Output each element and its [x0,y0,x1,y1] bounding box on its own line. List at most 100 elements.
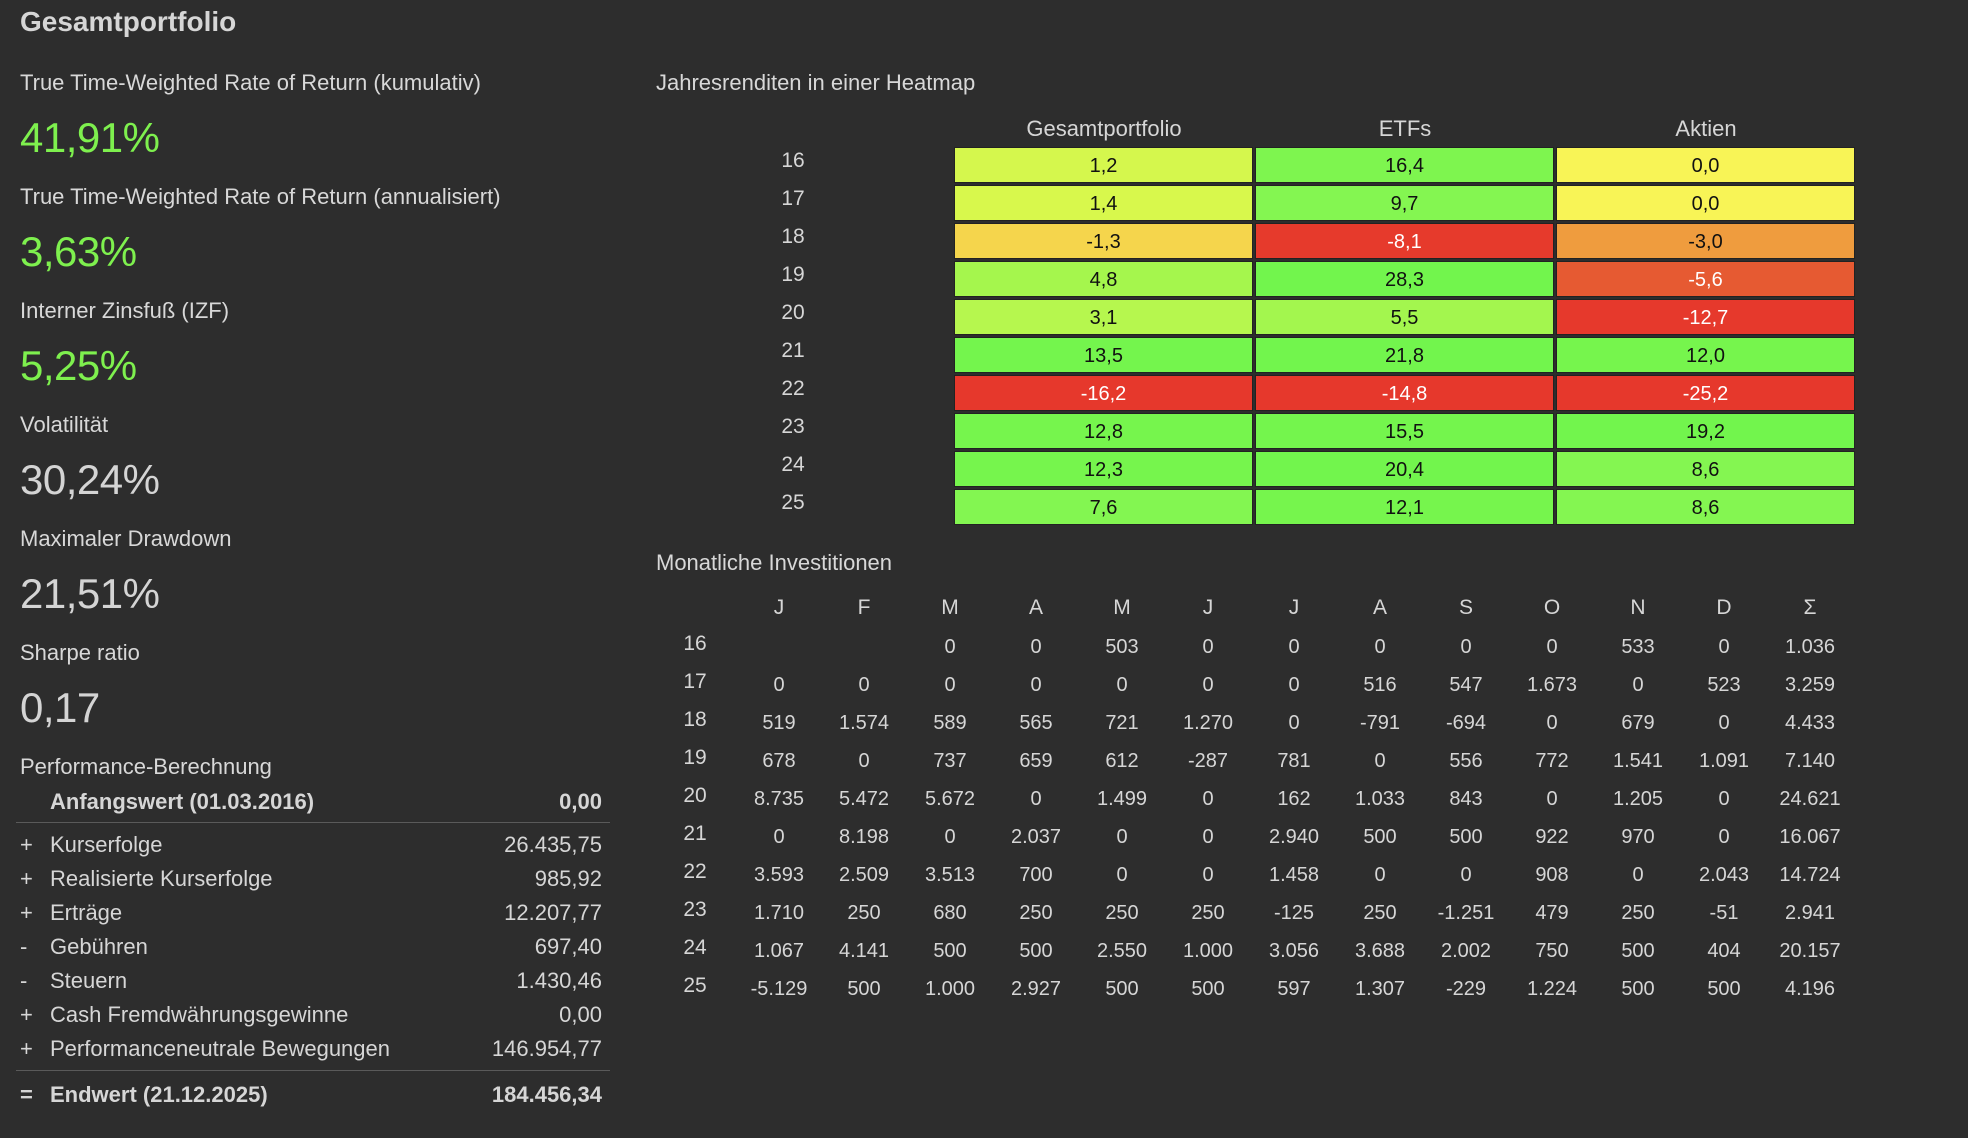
row-label: Cash Fremdwährungsgewinne [50,1002,349,1027]
monthly-cell: 737 [933,750,967,772]
monthly-cell: 612 [1105,750,1139,772]
performance-row: + Erträge 12.207,77 [16,900,610,934]
heatmap-column-header: ETFs [1378,116,1432,141]
monthly-cell: 0 [944,826,956,848]
monthly-cell: 250 [1191,902,1225,924]
monthly-cell: 0 [1202,864,1214,886]
monthly-cell: -791 [1359,712,1401,734]
monthly-year-label: 20 [683,784,707,807]
monthly-cell: 1.067 [753,940,805,962]
heatmap-cell: 9,7 [1255,185,1554,221]
monthly-cell: -5.129 [750,978,808,1000]
heatmap-cell: 21,8 [1255,337,1554,373]
monthly-cell: 0 [1718,826,1730,848]
monthly-cell: 250 [1105,902,1139,924]
heatmap-cell: 3,1 [954,299,1253,335]
row-label: Anfangswert (01.03.2016) [50,789,315,814]
monthly-cell: 503 [1105,636,1139,658]
monthly-cell: 1.033 [1354,788,1406,810]
monthly-cell: 500 [1621,940,1655,962]
monthly-cell: 0 [1202,674,1214,696]
monthly-cell: 843 [1449,788,1483,810]
heatmap-cell: 12,3 [954,451,1253,487]
monthly-cell: 0 [1374,750,1386,772]
kpi-label: Maximaler Drawdown [20,526,232,551]
month-header: F [857,596,871,619]
operator: = [20,1082,33,1107]
monthly-cell: 500 [1363,826,1397,848]
monthly-cell: 3.688 [1354,940,1406,962]
row-value: 146.954,77 [491,1036,602,1061]
heatmap-cell: 0,0 [1556,185,1855,221]
monthly-cell: 547 [1449,674,1483,696]
heatmap-year-label: 16 [781,149,805,172]
monthly-cell: 3.056 [1268,940,1320,962]
monthly-cell: 1.574 [838,712,890,734]
monthly-cell: 0 [1116,674,1128,696]
row-value: 12.207,77 [504,900,602,925]
monthly-cell: 0 [1374,636,1386,658]
monthly-cell: 0 [1288,674,1300,696]
monthly-cell: 0 [944,674,956,696]
start-value-row: Anfangswert (01.03.2016) 0,00 [16,789,610,823]
monthly-cell: 500 [1191,978,1225,1000]
kpi-label: Volatilität [20,412,109,437]
heatmap-year-label: 24 [781,453,805,476]
kpi-value: 5,25% [20,342,137,389]
month-header: J [1288,596,1300,619]
page-title: Gesamtportfolio [20,6,237,37]
heatmap-cell: 12,1 [1255,489,1554,525]
performance-row: - Gebühren 697,40 [16,934,610,968]
performance-row: + Cash Fremdwährungsgewinne 0,00 [16,1002,610,1036]
monthly-cell: 0 [1632,674,1644,696]
monthly-cell: 1.000 [1182,940,1234,962]
monthly-cell: 533 [1621,636,1655,658]
monthly-cell: 0 [1202,826,1214,848]
monthly-cell: 0 [1718,788,1730,810]
monthly-year-label: 18 [683,708,707,731]
monthly-cell: 0 [944,636,956,658]
monthly-cell: 678 [762,750,796,772]
row-value: 0,00 [559,789,602,814]
row-label: Steuern [50,968,128,993]
operator: + [20,1036,33,1061]
monthly-cell: 4.141 [838,940,890,962]
month-header: A [1372,596,1387,619]
kpi-value: 21,51% [20,570,160,617]
heatmap-cell: 8,6 [1556,451,1855,487]
divider [16,1070,610,1071]
monthly-cell: 700 [1019,864,1053,886]
operator: + [20,900,33,925]
monthly-cell: 7.140 [1784,750,1836,772]
monthly-cell: 2.550 [1096,940,1148,962]
heatmap-cell: 5,5 [1255,299,1554,335]
monthly-cell: 781 [1277,750,1311,772]
monthly-cell: 0 [1718,636,1730,658]
row-value: 1.430,46 [516,968,602,993]
row-label: Realisierte Kurserfolge [50,866,273,891]
heatmap-cell: 0,0 [1556,147,1855,183]
monthly-cell: 1.458 [1268,864,1320,886]
monthly-cell: 565 [1019,712,1053,734]
monthly-cell: 5.472 [838,788,890,810]
monthly-year-label: 17 [683,670,707,693]
end-value-row: = Endwert (21.12.2025) 184.456,34 [16,1082,610,1116]
performance-row: + Realisierte Kurserfolge 985,92 [16,866,610,900]
performance-row: - Steuern 1.430,46 [16,968,610,1002]
monthly-cell: 519 [762,712,796,734]
monthly-year-label: 19 [683,746,707,769]
month-header: M [1113,596,1131,619]
monthly-cell: 20.157 [1779,940,1841,962]
heatmap-year-label: 20 [781,301,805,324]
heatmap-cell: 13,5 [954,337,1253,373]
kpi-value: 41,91% [20,114,160,161]
kpi-label: True Time-Weighted Rate of Return (kumul… [20,70,481,95]
monthly-cell: 8.198 [838,826,890,848]
monthly-cell: 250 [1621,902,1655,924]
heatmap-cell: -16,2 [954,375,1253,411]
monthly-cell: 0 [1116,864,1128,886]
monthly-cell: 2.509 [838,864,890,886]
heatmap-column-header: Gesamtportfolio [1026,116,1182,141]
row-value: 26.435,75 [504,832,602,857]
monthly-cell: -51 [1709,902,1739,924]
